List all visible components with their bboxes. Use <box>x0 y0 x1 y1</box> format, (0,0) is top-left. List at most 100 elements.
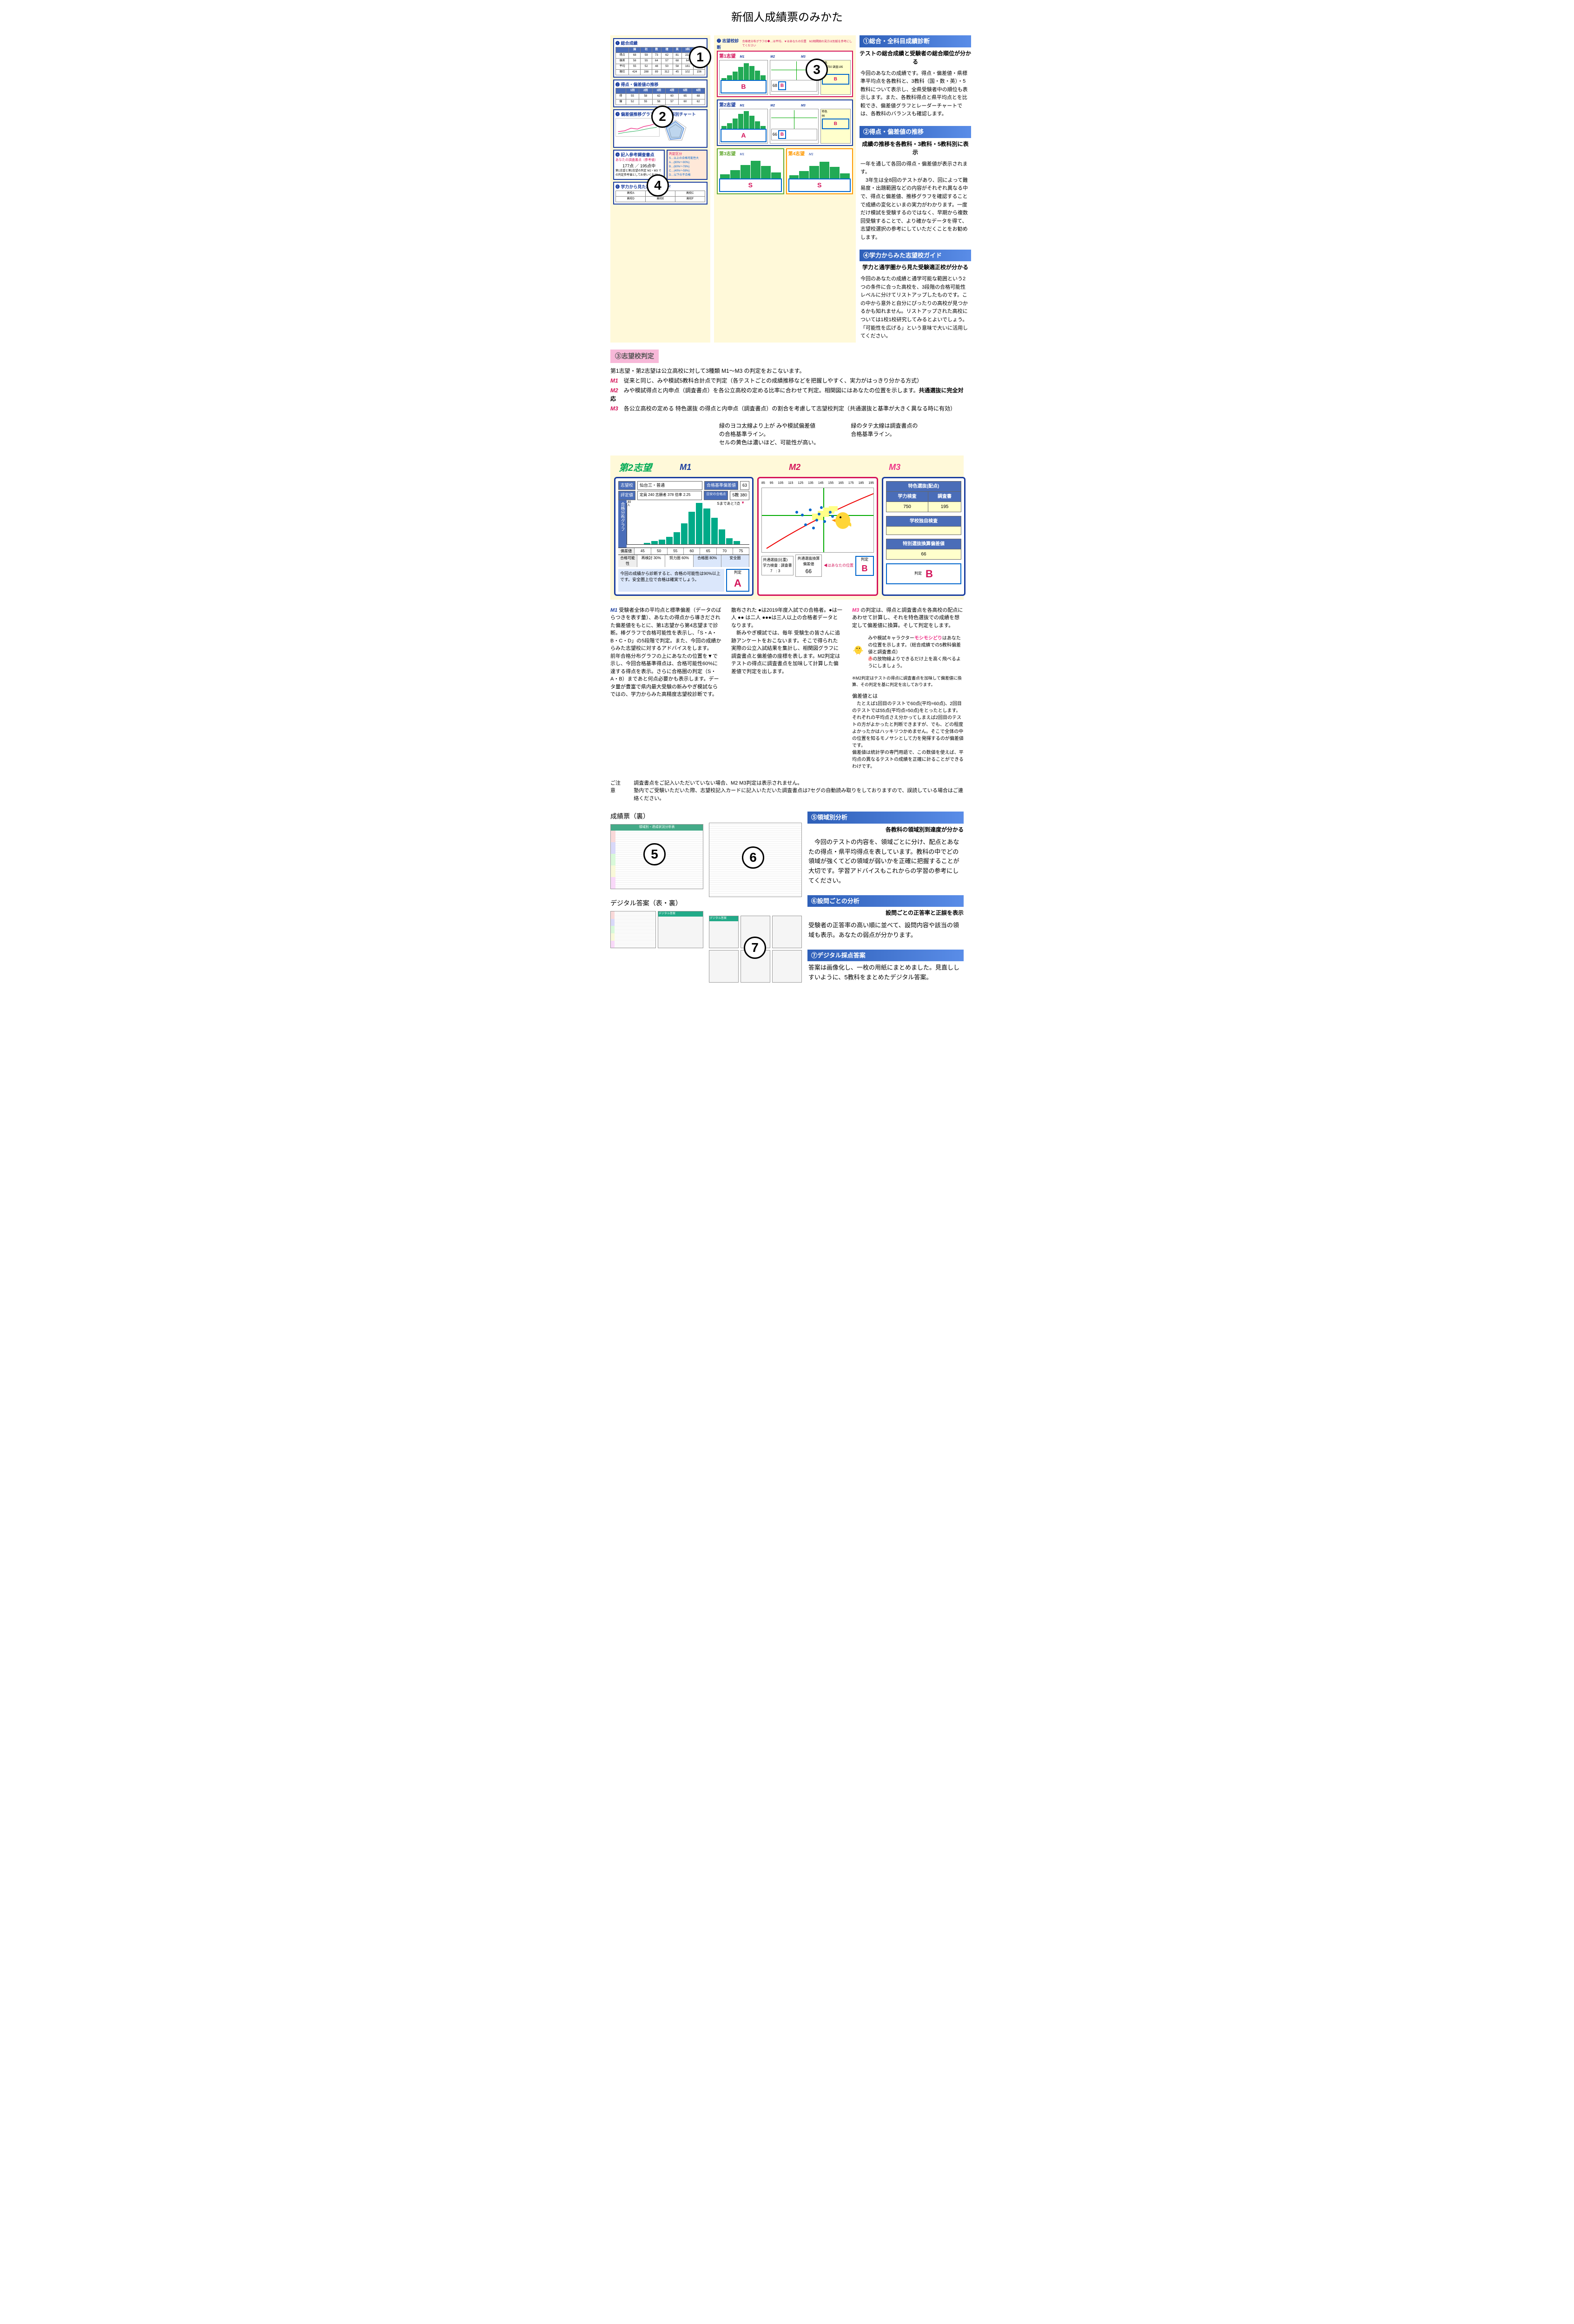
info4-body: 今回のあなたの成績と通学可能な範囲という2つの条件に合った高校を、3段階の合格可… <box>860 273 971 343</box>
notice: ご注意 調査書点をご記入いただいていない場合、M2 M3判定は表示されません。 … <box>610 779 964 803</box>
notice-label: ご注意 <box>610 779 624 803</box>
annotation-right: 緑のタテ太線は調査書点の 合格基準ライン。 <box>849 420 919 449</box>
circle-3: 3 <box>806 59 828 81</box>
annotations: 緑のヨコ太線より上が みや模試偏差値 の合格基準ライン。 セルの黄色は濃いほど、… <box>610 420 964 449</box>
circle-5: 5 <box>643 843 666 865</box>
m1-cap: 定員 240 志願者 378 倍率 2.25 <box>637 491 702 500</box>
top-overview: ❶ 総合成績 国社数理英3科5科 得点6859736281222343 偏差58… <box>610 35 964 343</box>
info5-title: 領域別分析 <box>817 814 847 821</box>
legend-title: 判定区分 <box>669 152 705 157</box>
section3-intro: 第1志望・第2志望は公立高校に対して3種類 M1～M3 の判定をおこないます。 <box>610 367 964 375</box>
wish4-rating: S <box>788 178 851 192</box>
sheet1-thumb: 領域別・達成状況分析表 5 <box>610 824 703 889</box>
section3-m2: M2 みや模試得点と内申点（調査書点）を各公立高校の定める比率に合わせて判定。相… <box>610 386 964 403</box>
legend-box: 判定区分 S…以上の合格可能性大 A…(80%～90%) B…(60%～78%)… <box>667 150 708 180</box>
m1-basedev: 63 <box>740 481 749 490</box>
bird-icon-large <box>852 635 864 663</box>
m1-graph-ylabel: 合格分布グラフ <box>618 500 627 548</box>
info6-subtitle: 設問ごとの正答率と正誤を表示 <box>807 907 964 919</box>
wish1-m2-rating: B <box>778 81 786 90</box>
sample1-title: ❶ 総合成績 <box>615 40 705 47</box>
m1-school: 仙台三・普通 <box>637 481 702 490</box>
info1-body: 今回のあなたの成績です。得点・偏差値・県標準平均点を各教科と、3教科（国・数・英… <box>860 68 971 121</box>
below-m1: M1 受験者全体の平均点と標準偏差（データのばらつきを表す量）、あなたの得点から… <box>610 607 722 770</box>
info2-subtitle: 成績の推移を各教科・3教科・5教科別に表示 <box>860 138 971 158</box>
m3-verdict-label: 判定 <box>914 571 922 576</box>
sample-center-panel: ❼ 志望校診断 合格者分布グラフの◆…は平均、▼はあなたの位置 M2相関図の見方… <box>714 35 856 343</box>
wish4-histo <box>788 158 851 178</box>
info-section-4: ④学力からみた志望校ガイド 学力と通学圏から見た受験適正校が分かる 今回のあなた… <box>860 250 971 343</box>
sample4-val: 177点 ／ 195点中 <box>615 163 662 170</box>
m3-v2: 195 <box>928 502 961 512</box>
info1-num: ① <box>863 38 869 45</box>
m1-school-label: 志望校 <box>618 481 635 490</box>
m1-dev-scale: 偏差値 45 50 55 60 65 70 75 <box>618 548 749 555</box>
sample2-table: 1回2回3回4回5回6回 得555862606568 偏525558576062 <box>615 88 705 105</box>
legend-a: A…(80%～90%) <box>669 161 705 165</box>
info4-num: ④ <box>863 252 869 259</box>
info-section-1: ①総合・全科目成績診断 テストの総合成績と受験者の総合順位が分かる 今回のあなた… <box>860 35 971 120</box>
m1-verdict-text: 今回の成績から診断すると、合格の可能性は90%以上です。安全圏上位で合格は確実で… <box>618 569 724 592</box>
info2-title: 得点・偏差値の推移 <box>869 128 924 135</box>
m3-table3: 特別選抜換算偏差値 66 <box>886 539 961 560</box>
sheet1-head: 領域別・達成状況分析表 <box>611 825 703 831</box>
m3-v1: 750 <box>886 502 928 512</box>
wish2-histo <box>721 110 767 129</box>
m3-sec3-label: 特別選抜換算偏差値 <box>886 539 961 549</box>
info7-body: 答案は画像化し、一枚の用紙にまとめました。見直ししすいように、5教科をまとめたデ… <box>807 961 964 984</box>
below-explanations: M1 受験者全体の平均点と標準偏差（データのばらつきを表す量）、あなたの得点から… <box>610 607 964 770</box>
bw-m1-panel: 志望校 仙台三・普通 合格基準偏差値 63 評定値 定員 240 志願者 378… <box>614 477 754 596</box>
section3-m1: M1 従来と同じ、みや模試5教科合計点で判定（各テストごとの成績推移などを把握し… <box>610 376 964 385</box>
circle-1: 1 <box>689 46 711 68</box>
wish3-title: 第3志望 <box>719 152 736 157</box>
m2-verdict-label: 判定 <box>861 557 868 562</box>
m1-verdict-letter: A <box>734 575 741 591</box>
m2-arrow: ◀はあなたの位置 <box>824 563 853 568</box>
m3-sec2: 学校独自検査 <box>886 516 961 526</box>
info7-title: デジタル採点答案 <box>817 952 866 959</box>
info-column: ①総合・全科目成績診断 テストの総合成績と受験者の総合順位が分かる 今回のあなた… <box>860 35 971 343</box>
info5-body: 今回のテストの内容を、領域ごとに分け、配点とあなたの得点・県平均得点を表していま… <box>807 836 964 888</box>
wish-block-3: 第3志望 M1 S <box>717 148 784 194</box>
info4-subtitle: 学力と通学圏から見た受験適正校が分かる <box>860 261 971 273</box>
info6-body: 受験者の正答率の高い順に並べて、設問内容や該当の領域も表示。あなたの弱点が分かり… <box>807 919 964 942</box>
sheet7-a: デジタル答案 <box>709 916 739 948</box>
m3-verdict-box: 判定 B <box>886 563 961 584</box>
sheet-mid: 6 デジタル答案 7 <box>709 812 802 984</box>
sheet2-thumb-a <box>610 911 656 948</box>
wish-block-2: 第2志望 M1 M2 M3 A <box>717 99 853 146</box>
bw-m3-panel: 特色選抜(配点) 学力検査調査書 750195 学校独自検査 特別選抜換算偏差値… <box>882 477 966 596</box>
legend-c: C…(40%～59%) <box>669 169 705 173</box>
wish2-title: 第2志望 <box>719 103 736 108</box>
info5-subtitle: 各教科の領域別到達度が分かる <box>807 824 964 836</box>
legend-s: S…以上の合格可能性大 <box>669 157 705 161</box>
wish2-m3-rating: B <box>822 119 849 129</box>
m2-x-axis: 8595105115125135145155165175185195 <box>761 481 874 486</box>
info4-title: 学力からみた志望校ガイド <box>869 252 942 259</box>
sample-section-1: ❶ 総合成績 国社数理英3科5科 得点6859736281222343 偏差58… <box>613 38 708 78</box>
info-section-6: ⑥設問ごとの分析 設問ごとの正答率と正誤を表示 受験者の正答率の高い順に並べて、… <box>807 895 964 942</box>
legend-b: B…(60%～78%) <box>669 165 705 169</box>
sheet-mid-thumb: 6 <box>709 823 802 897</box>
m1-verdict-label: 判定 <box>734 570 741 575</box>
info6-title: 設問ごとの分析 <box>817 898 860 905</box>
bw-m2-panel: 8595105115125135145155165175185195 <box>757 477 878 596</box>
m3-verdict-letter: B <box>926 566 933 581</box>
sample4-sub: あなたの調査書点（参考値） <box>615 158 662 163</box>
m3-sec3-val: 66 <box>886 549 961 559</box>
m3-table: 特色選抜(配点) 学力検査調査書 750195 <box>886 481 961 512</box>
center-sub: 合格者分布グラフの◆…は平均、▼はあなたの位置 M2相関図の見方は別紙を参考にし… <box>742 40 853 48</box>
info2-body: 一年を通して各回の得点・偏差値が表示されます。 3年生は全8回のテストがあり、回… <box>860 158 971 244</box>
m1-pass-label: 合格可能性 <box>618 555 637 567</box>
sheet2-label: デジタル答案（表・裏） <box>610 898 703 908</box>
m2-dev-val: 66 <box>797 567 820 575</box>
bird-line1: みや模試キャラクターモシモシどりはあなたの位置を示します。（総合成績での5教科偏… <box>868 635 964 656</box>
info-section-2: ②得点・偏差値の推移 成績の推移を各教科・3教科・5教科別に表示 一年を通して各… <box>860 126 971 244</box>
sample-left-panel: ❶ 総合成績 国社数理英3科5科 得点6859736281222343 偏差58… <box>610 35 710 343</box>
m1-basedev-label: 合格基準偏差値 <box>704 481 738 490</box>
sheet7-c <box>772 916 802 948</box>
wish2-m1-rating: A <box>721 129 767 142</box>
wish3-histo <box>719 158 782 178</box>
wish2-m2-rating: B <box>778 130 786 139</box>
bottom-info: ⑤領域別分析 各教科の領域別到達度が分かる 今回のテストの内容を、領域ごとに分け… <box>807 812 964 984</box>
